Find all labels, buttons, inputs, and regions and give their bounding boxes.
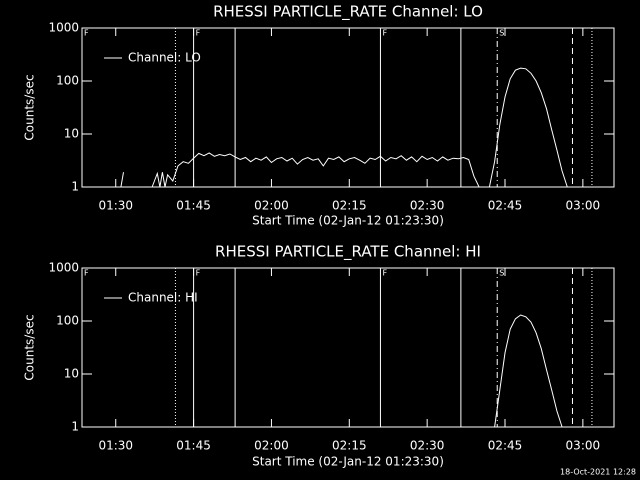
y-tick-label: 100: [56, 314, 79, 328]
y-tick-label: 1000: [48, 21, 79, 35]
flag-label: F: [84, 269, 89, 278]
plot-frame: [81, 27, 615, 188]
chart-title: RHESSI PARTICLE_RATE Channel: LO: [213, 3, 483, 22]
y-tick-label: 10: [64, 367, 79, 381]
data-line: [120, 67, 568, 188]
x-tick-label: 02:15: [332, 199, 367, 213]
y-tick-label: 100: [56, 74, 79, 88]
x-tick-label: 02:00: [254, 439, 289, 453]
flag-label: S: [499, 269, 504, 278]
x-tick-label: 01:45: [176, 439, 211, 453]
x-tick-label: 02:30: [410, 439, 445, 453]
flag-label: F: [196, 29, 201, 38]
timestamp: 18-Oct-2021 12:28: [560, 468, 636, 477]
flag-label: F: [84, 29, 89, 38]
flag-label: S: [499, 29, 504, 38]
y-tick-label: 1: [71, 180, 79, 194]
x-tick-label: 02:30: [410, 199, 445, 213]
x-axis-label: Start Time (02-Jan-12 01:23:30): [252, 214, 444, 228]
flag-label: F: [382, 29, 387, 38]
data-line: [494, 314, 563, 428]
x-tick-label: 01:30: [98, 199, 133, 213]
x-tick-label: 01:30: [98, 439, 133, 453]
flag-label: F: [382, 269, 387, 278]
x-tick-label: 02:15: [332, 439, 367, 453]
chart-title: RHESSI PARTICLE_RATE Channel: HI: [215, 243, 481, 262]
legend-label: Channel: LO: [128, 51, 201, 65]
y-tick-label: 1: [71, 420, 79, 434]
x-tick-label: 03:00: [566, 199, 601, 213]
x-tick-label: 02:00: [254, 199, 289, 213]
x-tick-label: 02:45: [488, 199, 523, 213]
y-tick-label: 1000: [48, 261, 79, 275]
y-axis-label: Counts/sec: [23, 314, 37, 380]
x-axis-label: Start Time (02-Jan-12 01:23:30): [252, 455, 444, 469]
flag-label: F: [196, 269, 201, 278]
plot-frame: [81, 267, 615, 428]
x-tick-label: 03:00: [566, 439, 601, 453]
y-tick-label: 10: [64, 127, 79, 141]
x-tick-label: 02:45: [488, 439, 523, 453]
x-tick-label: 01:45: [176, 199, 211, 213]
legend-label: Channel: HI: [128, 291, 198, 305]
y-axis-label: Counts/sec: [23, 74, 37, 140]
